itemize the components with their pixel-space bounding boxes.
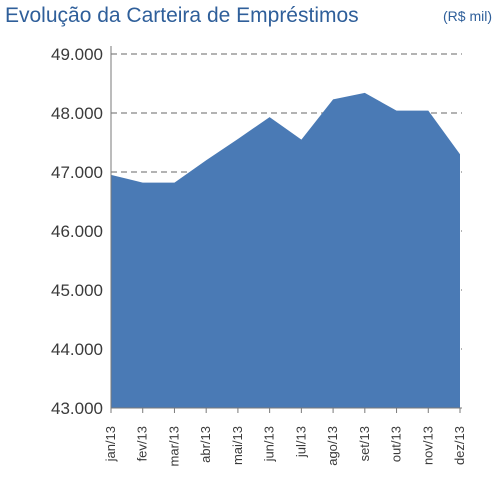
x-tick-label: abr/13 [198, 426, 213, 463]
y-tick-label: 44.000 [51, 340, 103, 359]
x-tick-label: mai/13 [230, 426, 245, 465]
area-series-fill [111, 92, 460, 409]
x-tick-labels: jan/13 fev/13 mar/13 abr/13 mai/13 jun/13 jul/… [103, 426, 467, 466]
x-tick-label: jun/13 [262, 426, 277, 462]
y-tick-label: 49.000 [51, 45, 103, 64]
y-tick-label: 48.000 [51, 104, 103, 123]
chart-unit-label: (R$ mil) [443, 8, 492, 24]
y-tick-label: 47.000 [51, 163, 103, 182]
x-tick-label: nov/13 [420, 426, 435, 465]
area-series [110, 92, 461, 409]
x-tick-label: jan/13 [103, 426, 118, 462]
x-tick-label: jul/13 [293, 426, 308, 458]
y-tick-label: 43.000 [51, 399, 103, 418]
x-tick-label: fev/13 [135, 426, 150, 461]
x-tick-label: out/13 [389, 426, 404, 462]
y-tick-labels: 43.000 44.000 45.000 46.000 47.000 48.000 49.0… [51, 45, 103, 418]
axes [110, 46, 462, 413]
y-tick-label: 46.000 [51, 222, 103, 241]
x-tick-label: mar/13 [166, 426, 181, 466]
x-tick-label: ago/13 [325, 426, 340, 466]
x-tick-label: dez/13 [452, 426, 467, 465]
chart-title: Evolução da Carteira de Empréstimos [5, 4, 359, 27]
x-tick-label: set/13 [357, 426, 372, 461]
y-tick-label: 45.000 [51, 281, 103, 300]
